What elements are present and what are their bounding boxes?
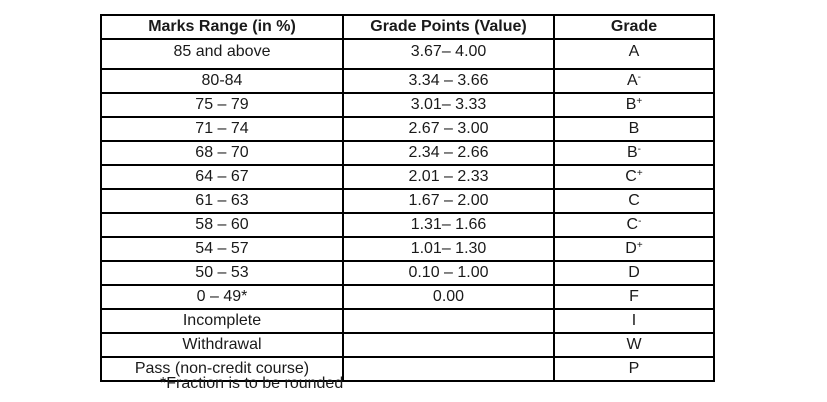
points-cell: 1.01– 1.30 <box>342 236 555 262</box>
grade-cell: D <box>553 260 715 286</box>
grading-scale-table: Marks Range (in %) Grade Points (Value) … <box>100 14 715 382</box>
grade-letter: D <box>628 264 640 281</box>
grade-sign: + <box>636 240 643 251</box>
grade-sign: + <box>636 168 643 179</box>
header-grade: Grade <box>553 14 715 40</box>
grade-cell: F <box>553 284 715 310</box>
marks-cell: 85 and above <box>100 38 344 70</box>
table-row: 68 – 70 2.34 – 2.66 B- <box>100 140 715 166</box>
grade-letter: I <box>631 312 637 329</box>
grade-letter: A <box>628 43 640 60</box>
points-cell: 0.10 – 1.00 <box>342 260 555 286</box>
grade-letter: C <box>628 192 640 209</box>
table-row: 58 – 60 1.31– 1.66 C- <box>100 212 715 238</box>
grade-cell: B <box>553 116 715 142</box>
table-row: 71 – 74 2.67 – 3.00 B <box>100 116 715 142</box>
table-row: 85 and above 3.67– 4.00 A <box>100 38 715 70</box>
points-cell: 3.34 – 3.66 <box>342 68 555 94</box>
points-cell: 2.34 – 2.66 <box>342 140 555 166</box>
table-header-row: Marks Range (in %) Grade Points (Value) … <box>100 14 715 40</box>
marks-cell: 54 – 57 <box>100 236 344 262</box>
table-row: Pass (non-credit course) P <box>100 356 715 382</box>
points-cell <box>342 356 555 382</box>
grade-letter: B <box>625 96 637 113</box>
marks-cell: 61 – 63 <box>100 188 344 214</box>
marks-cell: 68 – 70 <box>100 140 344 166</box>
table-row: 61 – 63 1.67 – 2.00 C <box>100 188 715 214</box>
grade-letter: C <box>626 216 639 233</box>
table-row: Incomplete I <box>100 308 715 334</box>
grade-cell: C+ <box>553 164 715 190</box>
grade-letter: P <box>628 360 640 377</box>
grade-sign: - <box>637 72 641 83</box>
grade-letter: D <box>625 240 637 257</box>
marks-cell: 0 – 49* <box>100 284 344 310</box>
grade-cell: P <box>553 356 715 382</box>
points-cell: 1.31– 1.66 <box>342 212 555 238</box>
grade-sign: - <box>638 216 642 227</box>
marks-cell: 58 – 60 <box>100 212 344 238</box>
footnote: *Fraction is to be rounded <box>160 375 344 392</box>
table-row: 50 – 53 0.10 – 1.00 D <box>100 260 715 286</box>
grade-letter: A <box>626 72 638 89</box>
grade-cell: A- <box>553 68 715 94</box>
points-cell: 3.67– 4.00 <box>342 38 555 70</box>
grade-cell: A <box>553 38 715 70</box>
table-row: 80-84 3.34 – 3.66 A- <box>100 68 715 94</box>
points-cell: 1.67 – 2.00 <box>342 188 555 214</box>
marks-cell: Pass (non-credit course) <box>100 356 344 382</box>
points-cell <box>342 332 555 358</box>
grade-sign: + <box>636 96 643 107</box>
grade-cell: B- <box>553 140 715 166</box>
table-row: 64 – 67 2.01 – 2.33 C+ <box>100 164 715 190</box>
marks-cell: Incomplete <box>100 308 344 334</box>
grade-cell: I <box>553 308 715 334</box>
header-grade-points: Grade Points (Value) <box>342 14 555 40</box>
marks-cell: 50 – 53 <box>100 260 344 286</box>
marks-cell: 80-84 <box>100 68 344 94</box>
grade-cell: D+ <box>553 236 715 262</box>
grade-cell: C <box>553 188 715 214</box>
grade-cell: B+ <box>553 92 715 118</box>
table-row: Withdrawal W <box>100 332 715 358</box>
grade-letter: B <box>626 144 638 161</box>
table-row: 75 – 79 3.01– 3.33 B+ <box>100 92 715 118</box>
marks-cell: 64 – 67 <box>100 164 344 190</box>
points-cell: 0.00 <box>342 284 555 310</box>
table-row: 0 – 49* 0.00 F <box>100 284 715 310</box>
marks-cell: 75 – 79 <box>100 92 344 118</box>
table-row: 54 – 57 1.01– 1.30 D+ <box>100 236 715 262</box>
points-cell: 2.01 – 2.33 <box>342 164 555 190</box>
grade-sign: - <box>637 144 641 155</box>
points-cell <box>342 308 555 334</box>
points-cell: 2.67 – 3.00 <box>342 116 555 142</box>
grade-letter: W <box>626 336 642 353</box>
grade-cell: W <box>553 332 715 358</box>
grade-letter: B <box>628 120 640 137</box>
grade-letter: F <box>629 288 639 305</box>
grade-cell: C- <box>553 212 715 238</box>
marks-cell: 71 – 74 <box>100 116 344 142</box>
header-marks-range: Marks Range (in %) <box>100 14 344 40</box>
points-cell: 3.01– 3.33 <box>342 92 555 118</box>
grade-letter: C <box>625 168 637 185</box>
marks-cell: Withdrawal <box>100 332 344 358</box>
